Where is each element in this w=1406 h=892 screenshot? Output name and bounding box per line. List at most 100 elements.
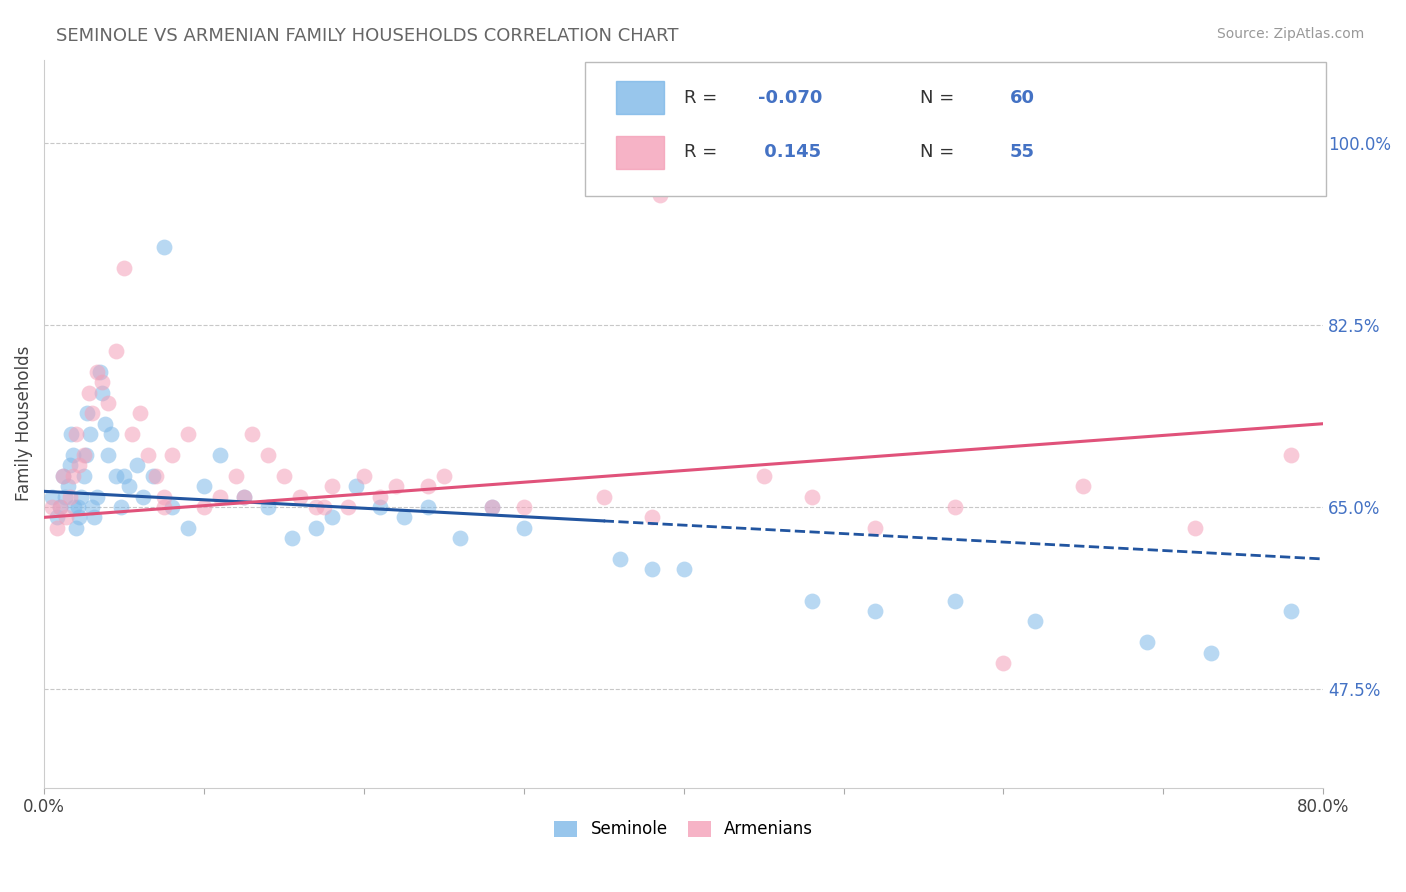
Point: [752, 468, 775, 483]
Point: [153, 500, 176, 514]
Point: [129, 406, 152, 420]
Point: [177, 521, 200, 535]
Point: [59, 458, 82, 473]
Point: [125, 458, 148, 473]
Point: [60, 427, 83, 442]
Point: [993, 656, 1015, 670]
Y-axis label: Family Households: Family Households: [15, 346, 32, 501]
Point: [640, 510, 662, 524]
Point: [112, 260, 135, 275]
Point: [1199, 646, 1222, 660]
Point: [416, 500, 439, 514]
Point: [336, 500, 359, 514]
Point: [110, 500, 132, 514]
Point: [1279, 448, 1302, 462]
Point: [672, 562, 695, 576]
Point: [257, 448, 280, 462]
Point: [305, 500, 328, 514]
Point: [80, 406, 103, 420]
Text: 55: 55: [1010, 144, 1035, 161]
Point: [160, 500, 183, 514]
Point: [1024, 615, 1046, 629]
Point: [97, 448, 120, 462]
Text: R =: R =: [683, 144, 723, 161]
Point: [49, 500, 72, 514]
Text: SEMINOLE VS ARMENIAN FAMILY HOUSEHOLDS CORRELATION CHART: SEMINOLE VS ARMENIAN FAMILY HOUSEHOLDS C…: [56, 27, 679, 45]
Point: [1184, 521, 1206, 535]
Point: [305, 521, 328, 535]
Point: [640, 562, 662, 576]
Point: [513, 521, 536, 535]
Point: [118, 479, 141, 493]
Point: [55, 510, 77, 524]
Point: [225, 468, 247, 483]
Point: [193, 479, 215, 493]
Point: [416, 479, 439, 493]
Point: [63, 500, 86, 514]
Point: [433, 468, 456, 483]
Point: [609, 552, 631, 566]
Point: [79, 427, 101, 442]
Point: [153, 240, 176, 254]
Point: [53, 490, 76, 504]
Point: [90, 385, 112, 400]
FancyBboxPatch shape: [616, 81, 665, 114]
Point: [70, 490, 93, 504]
Point: [52, 468, 75, 483]
FancyBboxPatch shape: [616, 136, 665, 169]
Point: [193, 500, 215, 514]
Point: [800, 593, 823, 607]
Point: [86, 490, 108, 504]
Point: [385, 479, 408, 493]
Point: [142, 468, 165, 483]
Point: [145, 468, 167, 483]
Point: [62, 468, 84, 483]
Point: [1071, 479, 1094, 493]
Point: [321, 510, 343, 524]
Point: [945, 593, 967, 607]
Point: [66, 500, 89, 514]
Point: [100, 427, 122, 442]
Point: [59, 490, 82, 504]
Point: [481, 500, 503, 514]
Point: [208, 448, 231, 462]
Point: [76, 406, 98, 420]
Point: [257, 500, 280, 514]
Point: [344, 479, 367, 493]
Point: [75, 448, 97, 462]
Point: [121, 427, 143, 442]
Point: [90, 375, 112, 389]
Point: [392, 510, 415, 524]
Point: [481, 500, 503, 514]
Point: [41, 490, 63, 504]
Point: [56, 479, 79, 493]
Point: [45, 510, 67, 524]
Point: [312, 500, 335, 514]
Point: [65, 427, 87, 442]
Text: -0.070: -0.070: [758, 89, 823, 107]
Point: [67, 510, 90, 524]
Point: [105, 343, 128, 358]
Point: [52, 468, 75, 483]
Point: [281, 531, 304, 545]
Point: [132, 490, 155, 504]
Point: [353, 468, 375, 483]
Point: [105, 468, 128, 483]
Point: [648, 187, 671, 202]
Point: [73, 448, 96, 462]
Point: [45, 521, 67, 535]
Point: [86, 365, 108, 379]
Point: [73, 468, 96, 483]
Point: [449, 531, 471, 545]
Point: [1136, 635, 1159, 649]
Point: [65, 521, 87, 535]
Point: [62, 448, 84, 462]
Point: [49, 500, 72, 514]
Point: [273, 468, 295, 483]
Point: [233, 490, 256, 504]
Point: [160, 448, 183, 462]
Point: [368, 490, 391, 504]
Point: [153, 490, 176, 504]
FancyBboxPatch shape: [585, 62, 1326, 195]
Point: [865, 521, 887, 535]
